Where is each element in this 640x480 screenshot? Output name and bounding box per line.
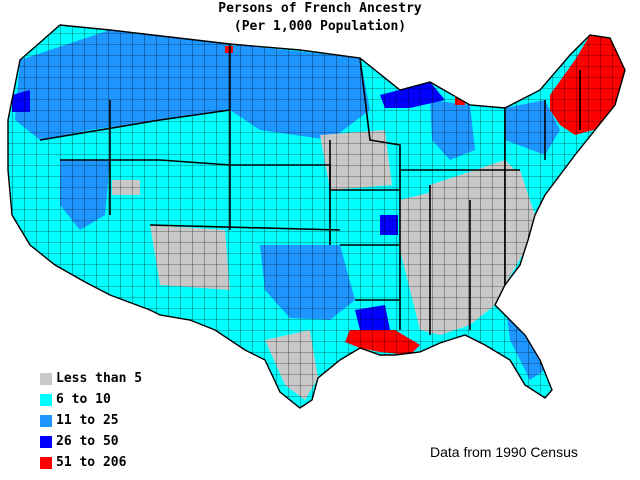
legend-item: 6 to 10 [40,389,142,410]
legend-item: Less than 5 [40,368,142,389]
legend-label: 51 to 206 [56,455,127,470]
legend-item: 26 to 50 [40,431,142,452]
us-outline [7,24,626,409]
state-borders [39,44,581,335]
legend-swatch [40,393,52,406]
source-note: Data from 1990 Census [430,444,578,460]
legend-label: 11 to 25 [56,413,119,428]
legend: Less than 5 6 to 10 11 to 25 26 to 50 51… [40,368,142,473]
map-subtitle: (Per 1,000 Population) [233,19,407,34]
legend-label: 26 to 50 [56,434,119,449]
legend-label: 6 to 10 [56,392,111,407]
legend-swatch [40,414,52,427]
legend-swatch [40,435,52,448]
legend-item: 51 to 206 [40,452,142,473]
map-title: Persons of French Ancestry [218,1,422,16]
legend-swatch [40,372,52,385]
legend-swatch [40,456,52,469]
legend-label: Less than 5 [56,371,143,386]
legend-item: 11 to 25 [40,410,142,431]
